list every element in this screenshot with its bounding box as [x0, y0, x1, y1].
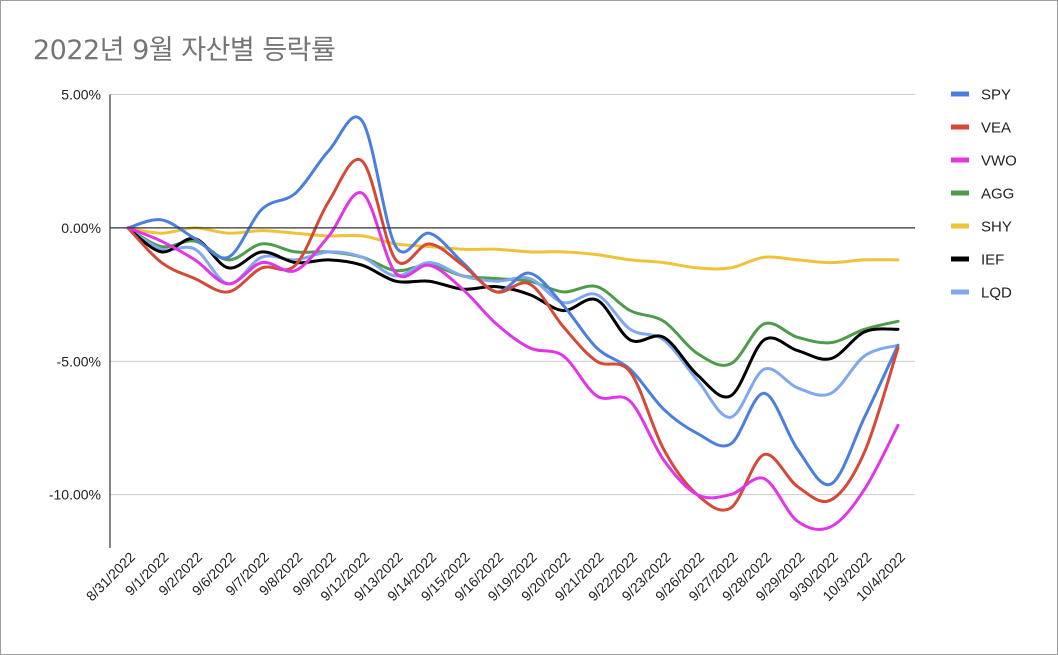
chart-title: 2022년 9월 자산별 등락률 [33, 35, 336, 66]
series-line-shy [126, 226, 900, 271]
y-tick-label: -10.00% [49, 487, 101, 503]
y-tick-label: 5.00% [61, 87, 101, 103]
legend-label-agg: AGG [981, 186, 1014, 203]
legend: SPY VEA VWO AGG SHY IEF LQD [951, 87, 1017, 302]
legend-label-ief: IEF [981, 252, 1004, 269]
series-line-spy [126, 115, 900, 487]
series-line-vea [126, 157, 900, 512]
legend-label-spy: SPY [981, 87, 1011, 104]
y-tick-label: -5.00% [57, 353, 101, 369]
x-axis-tick-labels: 8/31/20229/1/20229/2/20229/6/20229/7/202… [83, 549, 909, 605]
legend-label-lqd: LQD [981, 285, 1012, 302]
y-tick-label: 0.00% [61, 220, 101, 236]
legend-label-vea: VEA [981, 120, 1011, 137]
gridlines [110, 94, 915, 496]
series-line-ief [126, 226, 900, 399]
series-line-agg [126, 226, 900, 367]
legend-label-shy: SHY [981, 219, 1012, 236]
series-lines [126, 115, 900, 531]
axes [109, 94, 915, 548]
series-line-lqd [126, 226, 900, 419]
series-line-vwo [126, 191, 900, 531]
legend-label-vwo: VWO [981, 153, 1017, 170]
y-axis-tick-labels: 5.00% 0.00% -5.00% -10.00% [49, 87, 101, 503]
